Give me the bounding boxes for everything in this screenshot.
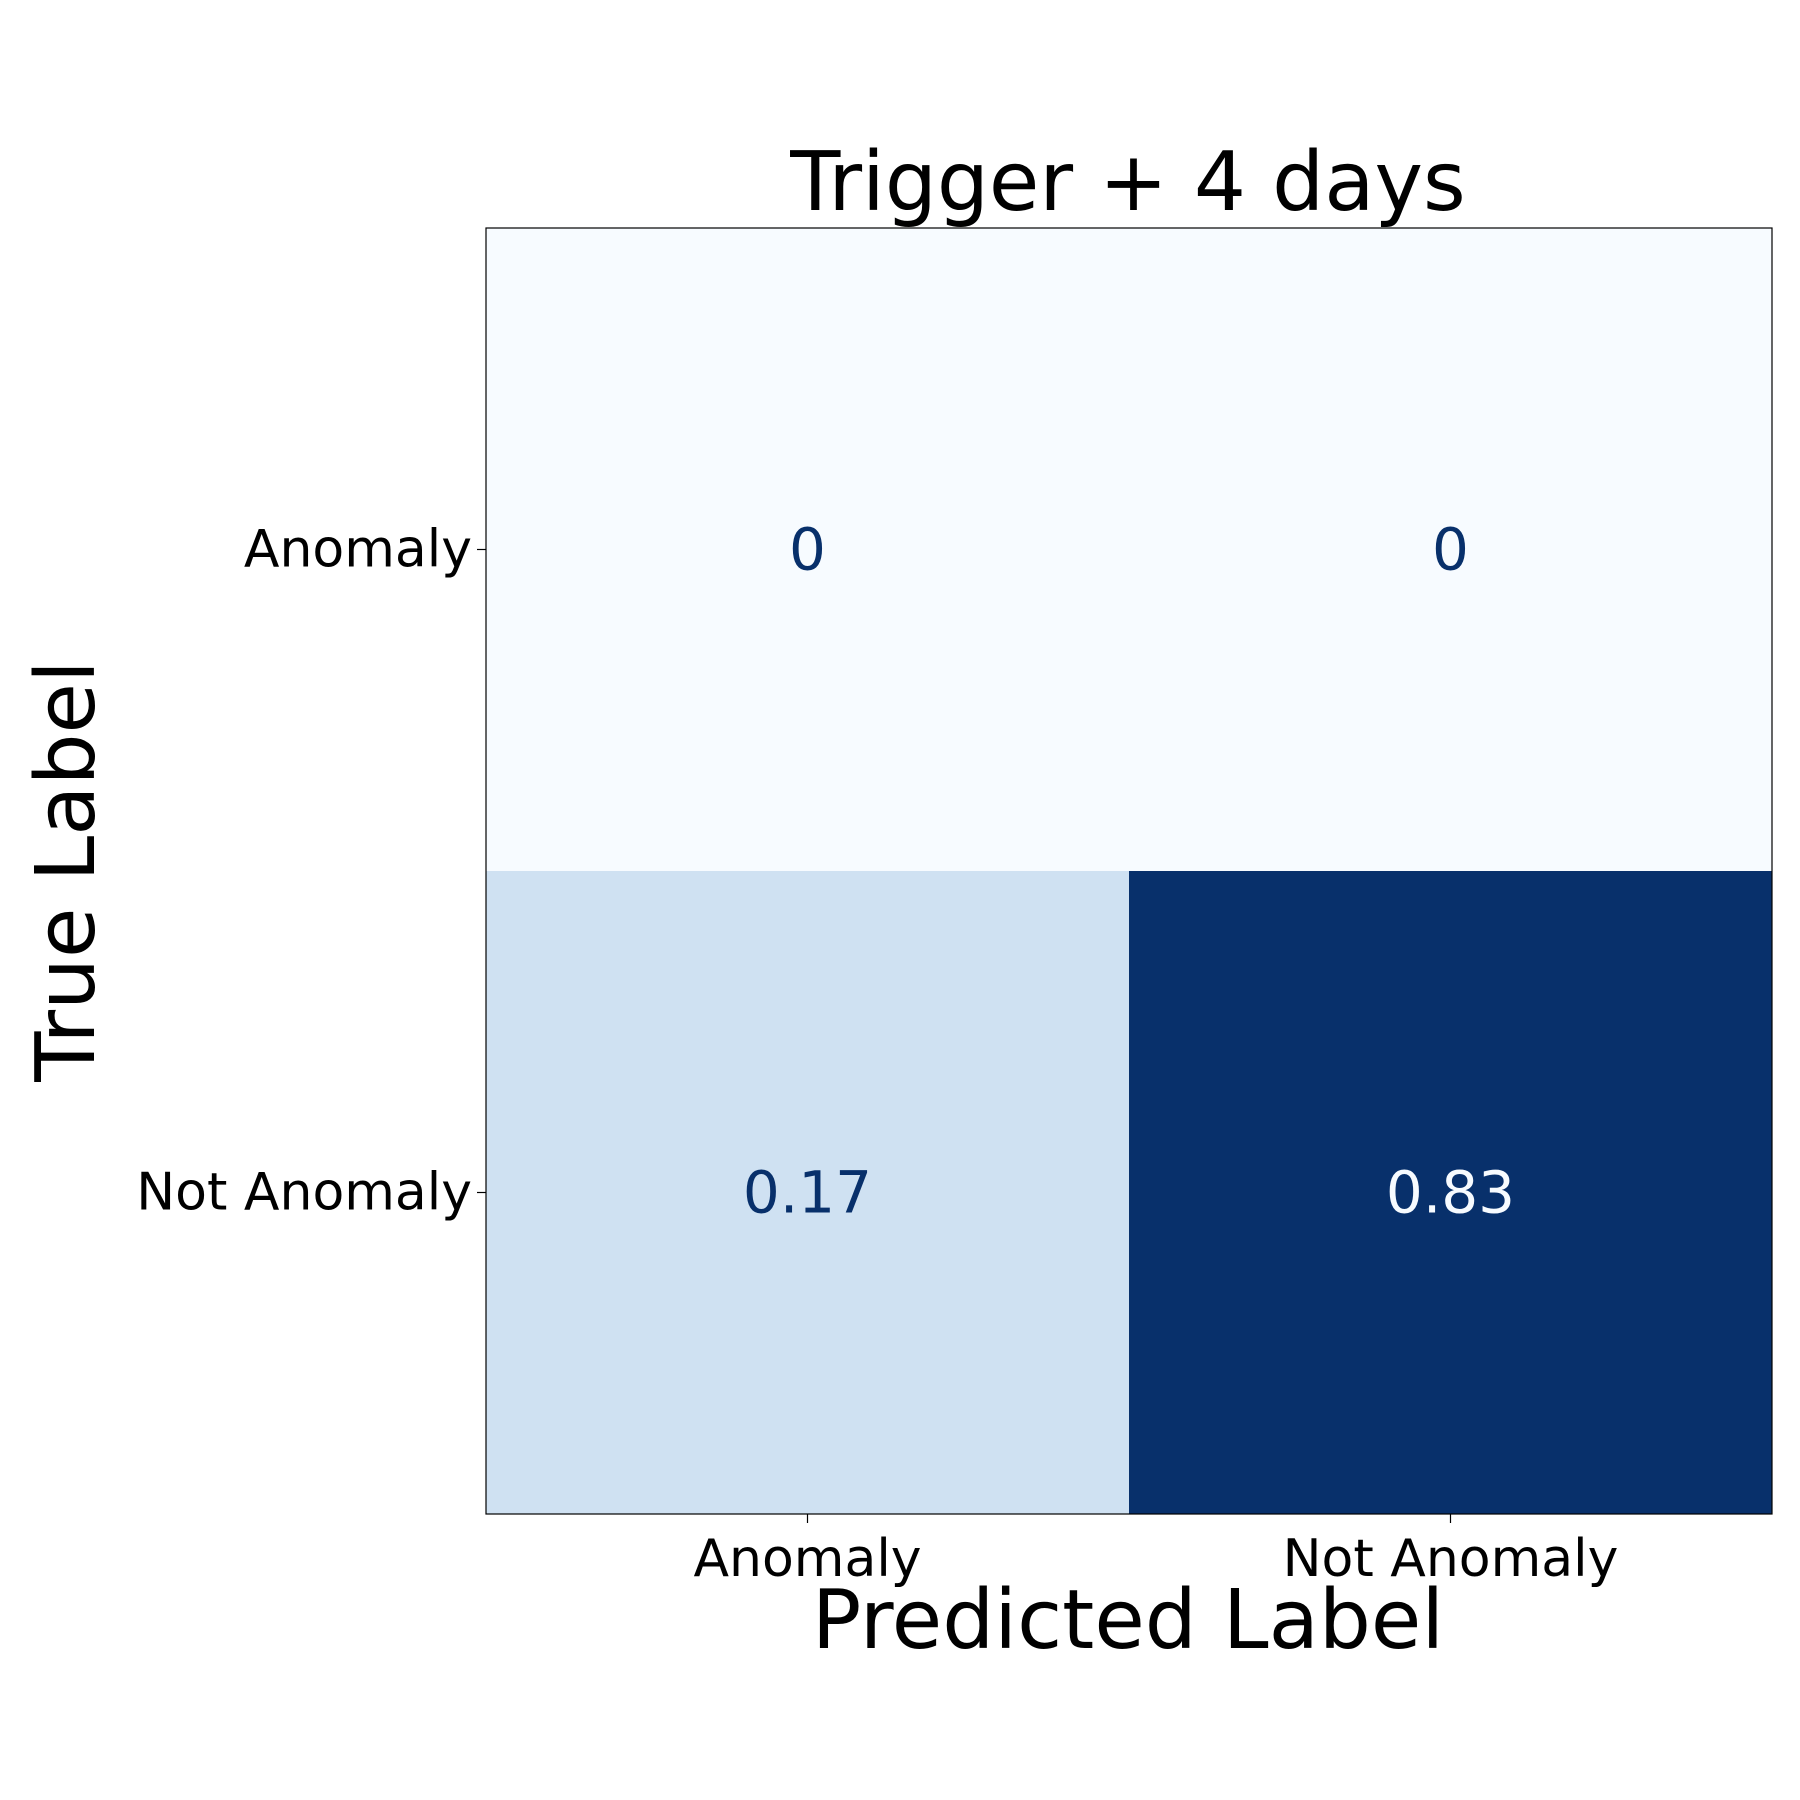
heatmap-cell xyxy=(486,228,1129,871)
heatmap-cell xyxy=(486,871,1129,1514)
cell-value-label: 0.83 xyxy=(1386,1159,1515,1227)
x-tick-label: Anomaly xyxy=(693,1529,921,1589)
heatmap-cell xyxy=(1129,871,1772,1514)
y-axis-ticks: Anomaly Not Anomaly xyxy=(136,520,486,1223)
cell-value-label: 0 xyxy=(789,516,826,584)
plot-frame xyxy=(485,227,1773,1515)
cell-value-label: 0 xyxy=(1432,516,1469,584)
heatmap-cells xyxy=(486,228,1772,1514)
heatmap-cell xyxy=(1129,228,1772,871)
y-axis-label: True Label xyxy=(19,660,114,1082)
y-tick-label: Anomaly xyxy=(244,520,472,580)
x-axis-ticks: Anomaly Not Anomaly xyxy=(693,1514,1618,1589)
y-tick-label: Not Anomaly xyxy=(136,1163,472,1223)
x-axis-label: Predicted Label xyxy=(812,1573,1444,1668)
cell-value-labels: 0 0 0.17 0.83 xyxy=(743,516,1515,1227)
cell-value-label: 0.17 xyxy=(743,1159,872,1227)
chart-title: Trigger + 4 days xyxy=(789,135,1465,230)
x-tick-label: Not Anomaly xyxy=(1283,1529,1619,1589)
